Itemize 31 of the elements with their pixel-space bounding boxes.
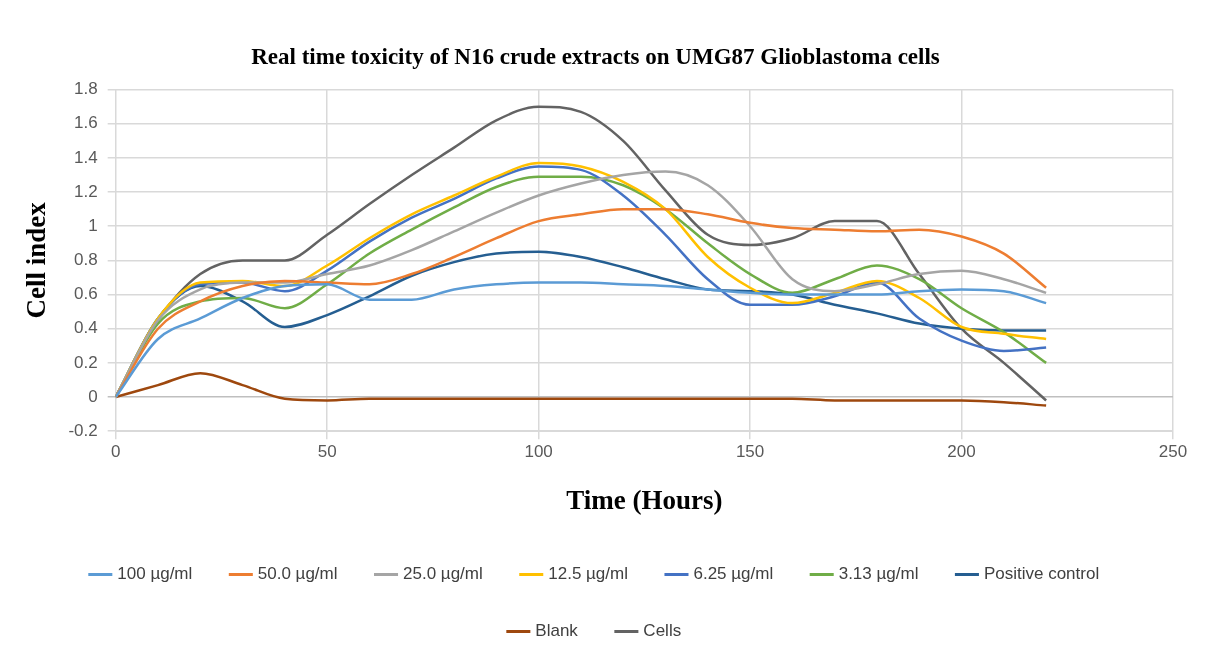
y-axis-title: Cell index [21, 201, 52, 319]
y-tick-label: -0.2 [68, 420, 98, 440]
legend-label: Positive control [983, 564, 1100, 584]
legend-label: Blank [535, 621, 579, 641]
legend-label: 6.25 µg/ml [693, 564, 774, 584]
x-tick-label: 50 [317, 442, 337, 462]
y-tick-label: 1.6 [74, 113, 98, 133]
x-tick-label: 100 [524, 442, 553, 462]
y-tick-label: 1.8 [74, 79, 98, 99]
y-tick-label: 1.4 [74, 147, 98, 167]
line-series [115, 281, 1048, 399]
x-tick-label: 0 [110, 442, 121, 462]
y-tick-label: 0.6 [74, 284, 98, 304]
legend-label: 50.0 µg/ml [257, 564, 338, 584]
y-tick-label: 0.8 [74, 250, 98, 270]
y-tick-label: 0 [88, 386, 98, 406]
chart-title: Real time toxicity of N16 crude extracts on UMG87 Glioblastoma cells [251, 43, 940, 69]
legend-label: 25.0 µg/ml [403, 564, 483, 584]
y-tick-label: 1.2 [74, 181, 98, 201]
legend-label: 100 µg/ml [117, 564, 193, 584]
y-tick-label: 1 [88, 215, 98, 235]
legend-label: 12.5 µg/ml [548, 564, 628, 584]
y-tick-label: 0.2 [74, 352, 98, 372]
y-tick-label: 0.4 [74, 318, 98, 338]
x-tick-label: 200 [947, 442, 976, 462]
legend-label: 3.13 µg/ml [838, 564, 919, 584]
x-axis-title: Time (Hours) [566, 484, 723, 515]
x-tick-label: 250 [1158, 442, 1188, 462]
x-tick-label: 150 [735, 442, 765, 462]
legend-label: Cells [643, 621, 682, 641]
line-series [115, 371, 1048, 407]
